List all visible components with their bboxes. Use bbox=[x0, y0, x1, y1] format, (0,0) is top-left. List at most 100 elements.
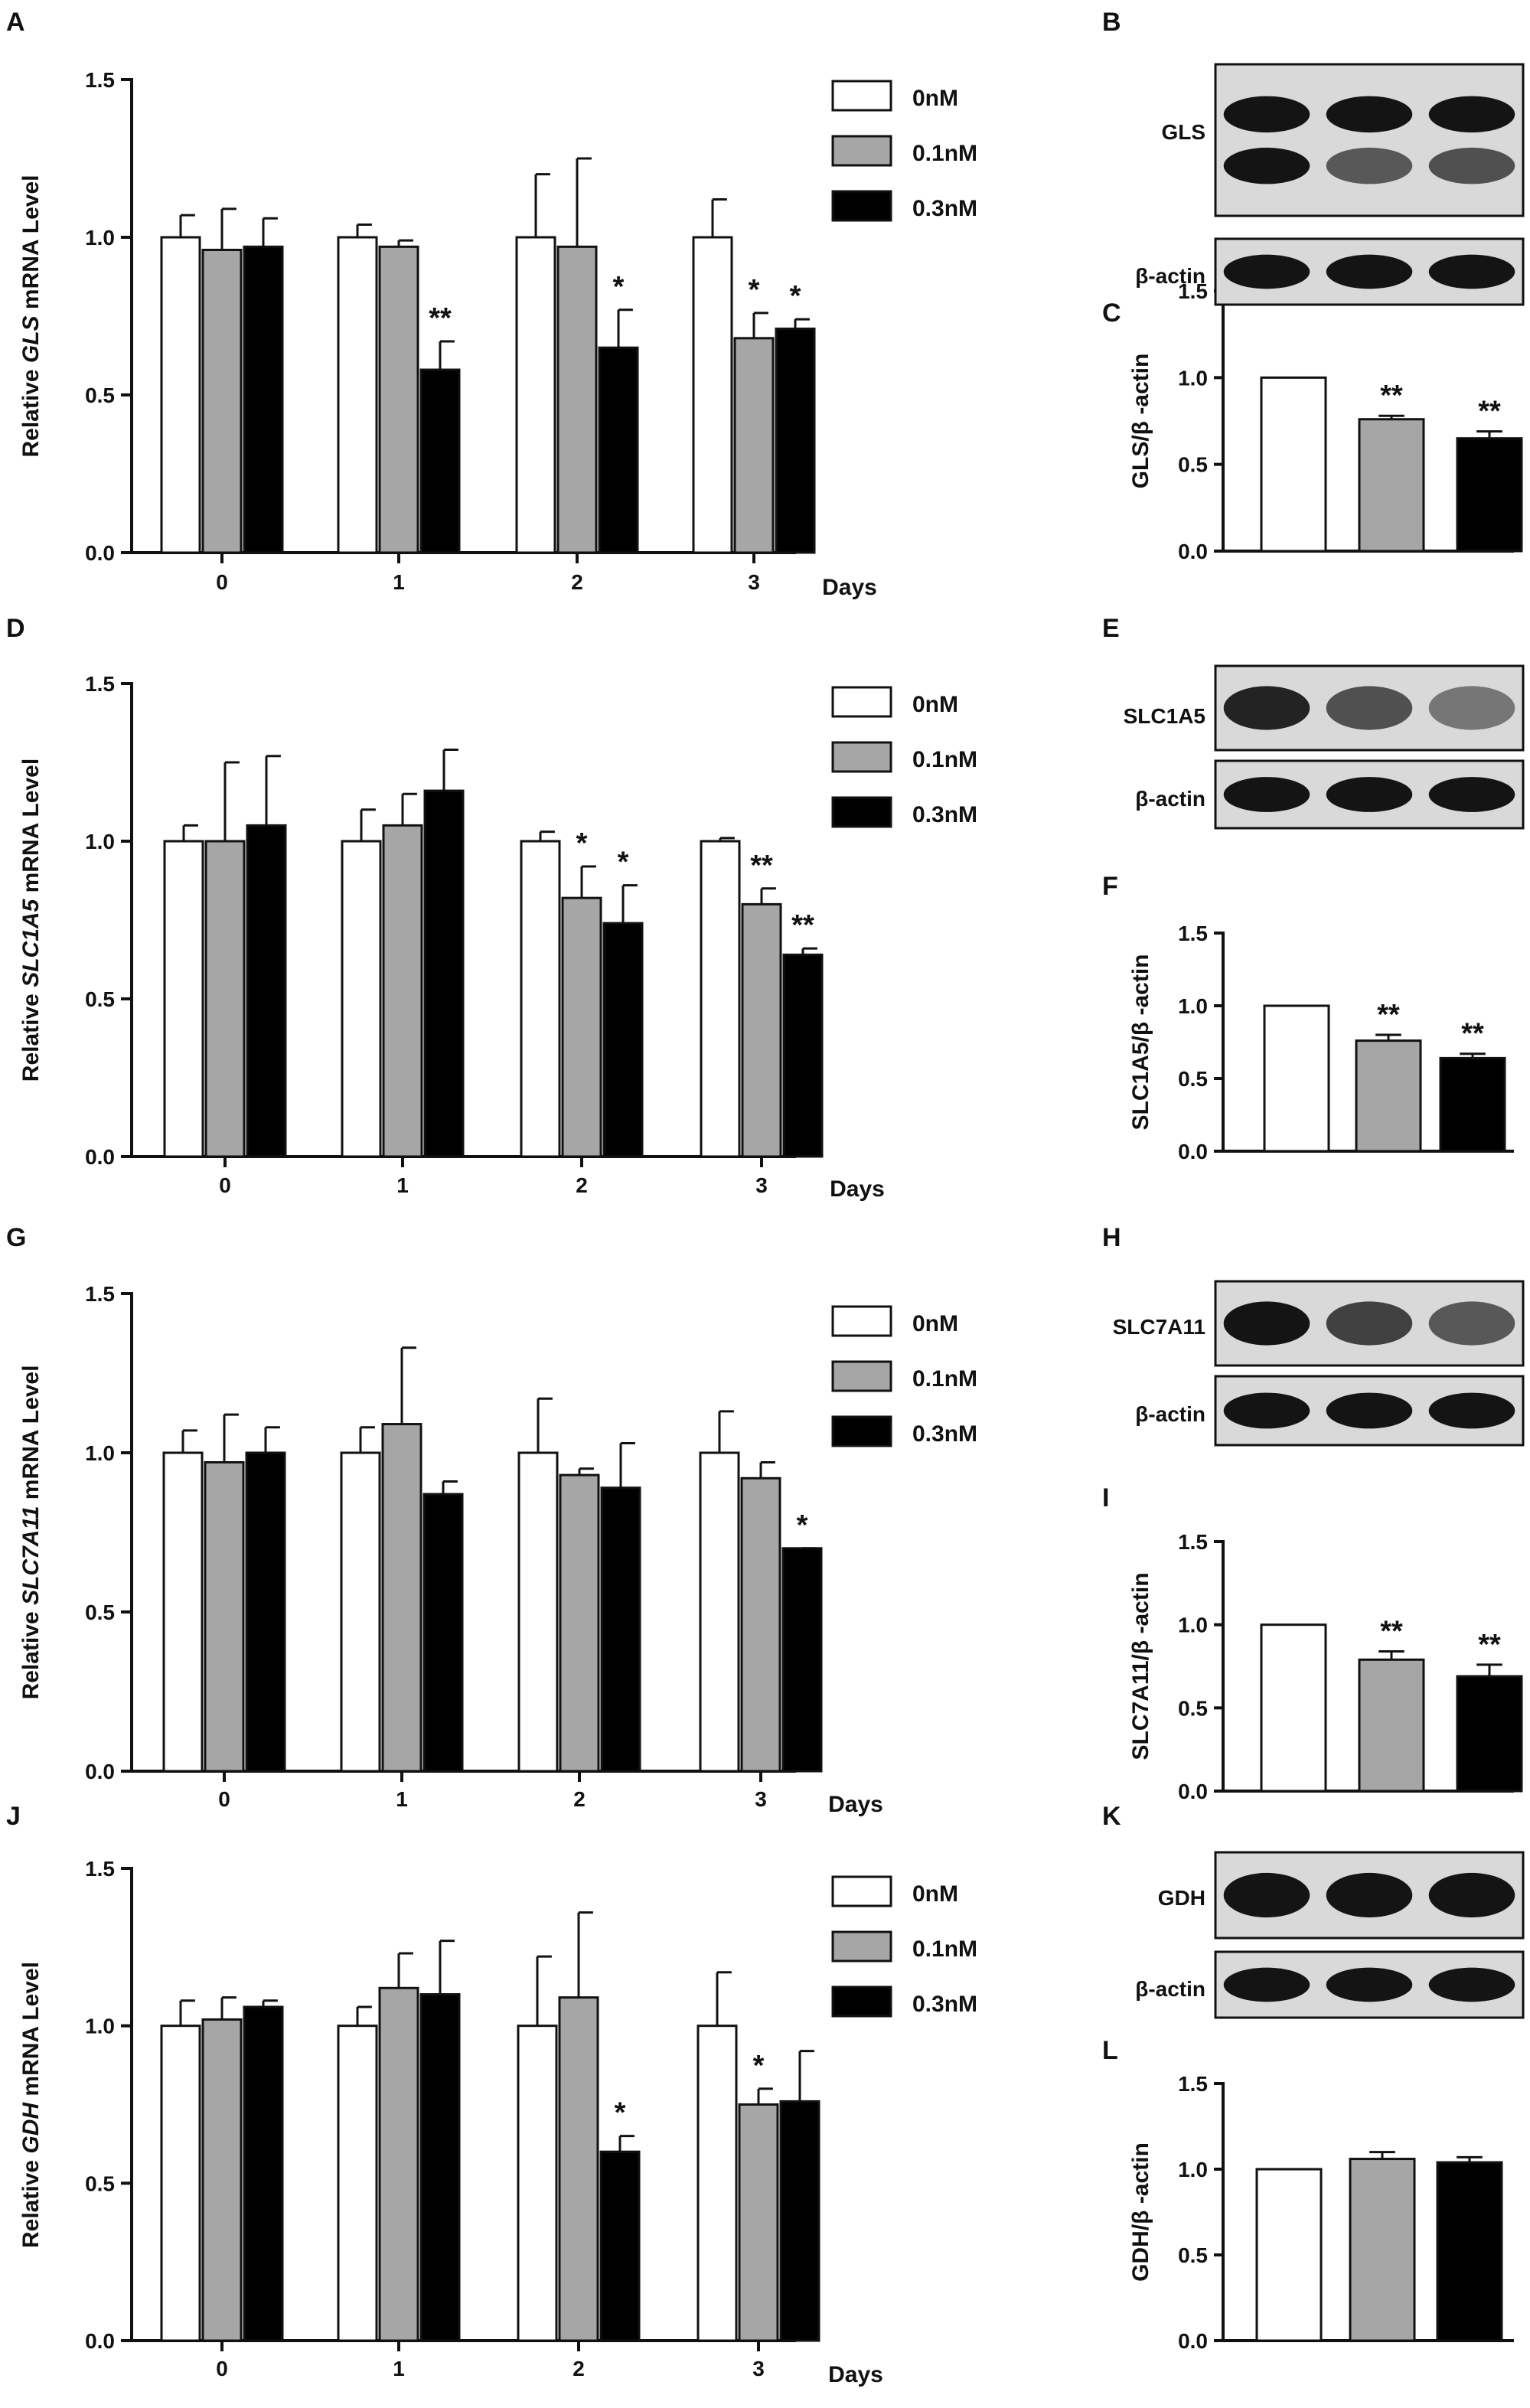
bar bbox=[515, 236, 556, 554]
x-tick-label: 0 bbox=[218, 1787, 230, 1811]
x-axis-label: Days bbox=[822, 575, 877, 600]
y-tick-label: 1.0 bbox=[1178, 366, 1208, 390]
panel-label: B bbox=[1102, 8, 1121, 37]
blot-band bbox=[1428, 1872, 1515, 1918]
bar bbox=[1456, 1675, 1523, 1793]
y-tick-label: 1.0 bbox=[1178, 1613, 1208, 1637]
legend-label: 0.1nM bbox=[912, 1366, 977, 1392]
x-axis-label: Days bbox=[828, 2362, 883, 2387]
y-axis-label-gene: GDH bbox=[18, 2102, 44, 2154]
bar bbox=[779, 2100, 820, 2342]
bar bbox=[1260, 1623, 1327, 1793]
chart-panel-A: A 0.0 0.5 1.0 1.5 Relative GLS mRNA Level 0 1 2 3… bbox=[6, 8, 977, 600]
x-tick-label: 3 bbox=[755, 1173, 768, 1197]
y-axis-label-suffix: mRNA Level bbox=[18, 1962, 44, 2103]
significance-marker: ** bbox=[1478, 1629, 1501, 1661]
blot-band bbox=[1223, 777, 1310, 812]
y-tick-label: 1.5 bbox=[1178, 2072, 1208, 2096]
panel-label: K bbox=[1102, 1802, 1121, 1831]
significance-marker: ** bbox=[429, 302, 452, 334]
bar bbox=[160, 236, 201, 554]
blot-band bbox=[1428, 777, 1515, 812]
bar bbox=[243, 245, 284, 554]
bar bbox=[602, 922, 644, 1158]
chart-panel-C: C 0.0 0.5 1.0 1.5 GLS/β -actin ** ** bbox=[1102, 279, 1523, 563]
significance-marker: ** bbox=[1478, 396, 1501, 428]
panel-label: H bbox=[1102, 1223, 1121, 1252]
bar bbox=[246, 824, 287, 1158]
legend-swatch bbox=[831, 741, 892, 773]
y-axis-label-prefix: Relative bbox=[18, 1605, 44, 1699]
y-tick-label: 0.0 bbox=[1178, 1140, 1208, 1163]
y-tick-label: 0.0 bbox=[1178, 540, 1208, 563]
significance-marker: ** bbox=[1461, 1018, 1484, 1050]
bar bbox=[201, 2018, 243, 2342]
bar bbox=[204, 1460, 245, 1773]
bar bbox=[162, 1451, 204, 1773]
blot-band bbox=[1326, 1967, 1413, 2002]
y-axis-label: SLC7A11/β -actin bbox=[1128, 1572, 1153, 1760]
blot-band bbox=[1223, 254, 1310, 289]
y-tick-label: 1.5 bbox=[85, 1857, 115, 1881]
blot-band bbox=[1326, 96, 1413, 133]
legend-label: 0.3nM bbox=[912, 1421, 977, 1447]
blot-band bbox=[1223, 1967, 1310, 2002]
bar bbox=[1263, 1004, 1330, 1153]
blot-band bbox=[1223, 96, 1310, 133]
panel-label: G bbox=[6, 1223, 26, 1252]
y-tick-label: 1.5 bbox=[85, 68, 115, 92]
y-axis-label: Relative SLC7A11 mRNA Level bbox=[18, 1366, 44, 1700]
legend-label: 0nM bbox=[912, 1311, 958, 1336]
y-tick-label: 0.0 bbox=[1178, 2329, 1208, 2353]
y-tick-label: 1.0 bbox=[85, 226, 115, 250]
significance-marker: ** bbox=[1380, 380, 1403, 412]
y-tick-label: 0.0 bbox=[85, 541, 115, 565]
significance-marker: ** bbox=[791, 909, 814, 941]
blot-band bbox=[1223, 1301, 1310, 1346]
bar bbox=[341, 840, 382, 1158]
bar bbox=[1456, 437, 1523, 553]
significance-marker: * bbox=[613, 271, 625, 303]
blot-band bbox=[1428, 686, 1515, 730]
blot-band-label: GLS bbox=[1161, 120, 1205, 144]
y-tick-label: 0.0 bbox=[85, 1760, 115, 1783]
legend-swatch bbox=[831, 135, 892, 167]
x-tick-label: 2 bbox=[571, 570, 583, 594]
bar bbox=[378, 245, 419, 554]
y-tick-label: 0.0 bbox=[1178, 1780, 1208, 1803]
significance-marker: ** bbox=[750, 850, 773, 882]
legend-swatch bbox=[831, 686, 892, 718]
y-axis-label: Relative SLC1A5 mRNA Level bbox=[18, 759, 44, 1082]
bar bbox=[782, 953, 824, 1158]
x-tick-label: 2 bbox=[573, 2357, 585, 2380]
significance-marker: * bbox=[749, 274, 760, 306]
blot-band bbox=[1428, 254, 1515, 289]
y-tick-label: 1.5 bbox=[1178, 922, 1208, 945]
bar bbox=[337, 236, 378, 554]
chart-panel-F: F 0.0 0.5 1.0 1.5 SLC1A5/β -actin ** ** bbox=[1102, 872, 1514, 1163]
panel-label: E bbox=[1102, 614, 1120, 643]
x-tick-label: 3 bbox=[755, 1787, 767, 1811]
bar bbox=[1439, 1056, 1506, 1153]
legend-swatch bbox=[831, 80, 892, 112]
bar bbox=[599, 2150, 641, 2342]
bar bbox=[517, 1451, 559, 1773]
bar bbox=[733, 337, 775, 554]
bar bbox=[204, 840, 246, 1158]
y-axis-label: SLC1A5/β -actin bbox=[1128, 954, 1153, 1130]
legend-swatch bbox=[831, 796, 892, 828]
bar bbox=[561, 896, 602, 1158]
x-tick-label: 2 bbox=[576, 1173, 588, 1197]
bar bbox=[1436, 2161, 1503, 2342]
bar bbox=[781, 1547, 823, 1773]
chart-panel-J: J 0.0 0.5 1.0 1.5 Relative GDH mRNA Level 0 1 2 3… bbox=[6, 1802, 977, 2387]
bar bbox=[163, 840, 204, 1158]
x-tick-label: 1 bbox=[393, 570, 405, 594]
legend-swatch bbox=[831, 1930, 892, 1963]
y-tick-label: 0.5 bbox=[85, 383, 115, 407]
bar bbox=[160, 2025, 201, 2342]
x-tick-label: 0 bbox=[219, 1173, 231, 1197]
blot-band bbox=[1428, 147, 1515, 184]
x-tick-label: 3 bbox=[748, 570, 760, 594]
